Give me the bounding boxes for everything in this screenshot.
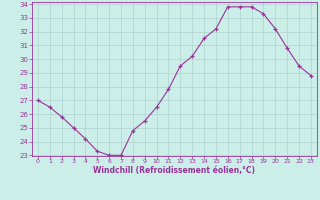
X-axis label: Windchill (Refroidissement éolien,°C): Windchill (Refroidissement éolien,°C) — [93, 166, 255, 175]
